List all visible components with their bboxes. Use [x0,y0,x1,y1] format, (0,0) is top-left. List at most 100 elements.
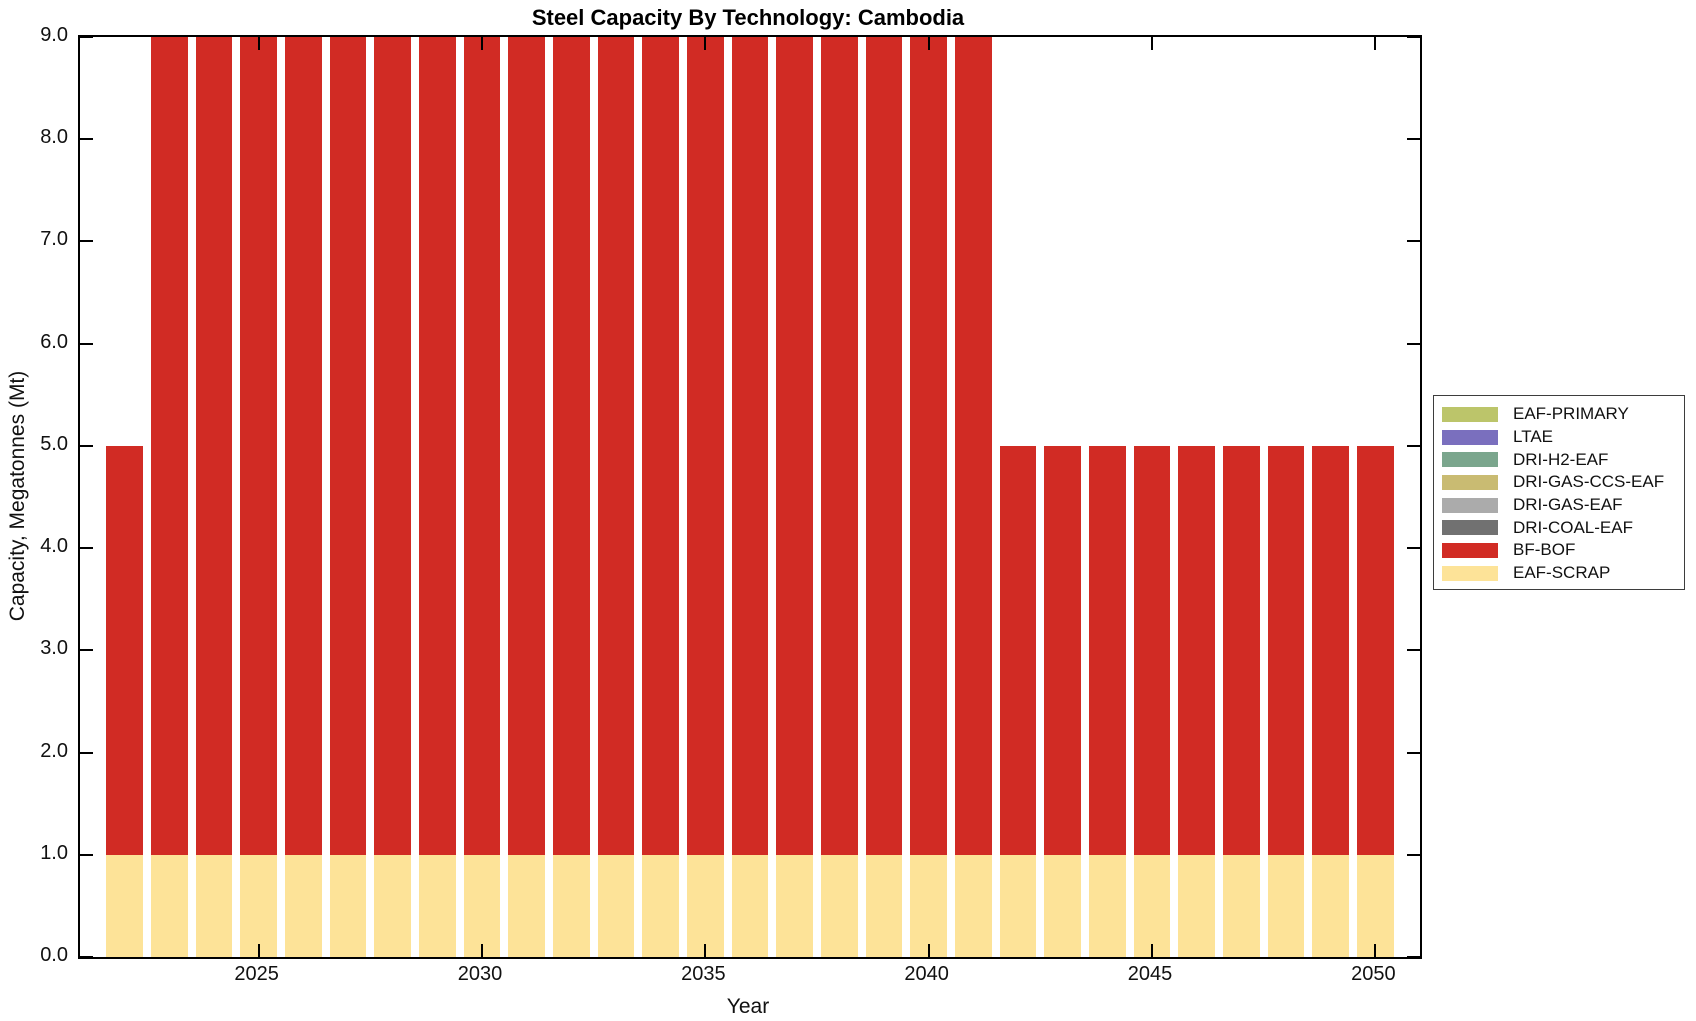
legend-swatch-icon [1442,542,1498,558]
bar-segment-eaf-scrap-2049 [1312,854,1349,957]
bar-segment-bf-bof-2038 [821,37,858,855]
bar-segment-eaf-scrap-2050 [1357,854,1394,957]
x-tick-label: 2025 [234,963,279,985]
legend-swatch-icon [1442,565,1498,581]
y-axis-label: Capacity, Megatonnes (Mt) [6,370,29,622]
y-tick-label: 4.0 [40,535,68,558]
legend-item-dri-coal-eaf: DRI-COAL-EAF [1442,516,1684,539]
y-tick-right [1407,956,1420,958]
x-tick-top [704,37,707,50]
bar-segment-bf-bof-2029 [419,37,456,855]
x-tick-label: 2035 [681,963,726,985]
bar-segment-bf-bof-2024 [195,37,233,855]
legend-label: LTAE [1513,427,1553,447]
y-tick-label: 3.0 [40,637,68,660]
bar-segment-eaf-scrap-2045 [1133,854,1171,957]
bar-segment-bf-bof-2040 [910,37,947,855]
y-tick-right [1407,240,1420,243]
x-axis-label: Year [726,995,770,1018]
y-tick-label: 1.0 [40,841,68,864]
legend-swatch-icon [1442,520,1498,536]
bar-segment-eaf-scrap-2033 [597,854,635,957]
bar-segment-eaf-scrap-2048 [1267,854,1305,957]
y-tick-right [1407,444,1420,447]
bar-segment-bf-bof-2043 [1044,445,1081,855]
bar-segment-eaf-scrap-2037 [776,854,813,957]
bar-segment-bf-bof-2034 [642,37,679,855]
x-tick-top [257,37,260,50]
bar-segment-eaf-scrap-2034 [642,854,679,957]
bar-segment-bf-bof-2049 [1312,445,1349,855]
bar-segment-bf-bof-2030 [463,37,501,855]
legend-label: BF-BOF [1513,540,1576,560]
legend-swatch-icon [1442,452,1498,468]
bar-segment-bf-bof-2046 [1178,445,1215,855]
x-tick-label: 2040 [904,963,949,985]
y-tick [80,956,93,958]
bar-segment-bf-bof-2027 [329,37,367,855]
y-tick [80,547,93,550]
y-tick-label: 0.0 [40,944,68,966]
plot-area [78,35,1422,959]
bar-segment-eaf-scrap-2026 [285,854,322,957]
x-tick-top [481,37,483,50]
y-tick-right [1407,649,1420,652]
x-tick-label: 2050 [1351,963,1396,985]
y-tick-right [1407,751,1420,754]
x-tick-label: 2030 [457,963,503,985]
bar-segment-bf-bof-2023 [151,37,188,855]
bar-segment-bf-bof-2044 [1089,445,1126,855]
y-tick [80,36,93,38]
bar-segment-bf-bof-2037 [776,37,813,855]
y-tick-right [1407,342,1420,345]
bar-segment-eaf-scrap-2022 [106,854,143,957]
legend-swatch-icon [1442,406,1498,422]
x-tick [1151,944,1153,957]
y-tick [80,138,93,141]
bar-segment-bf-bof-2022 [106,445,143,855]
y-tick-label: 6.0 [40,330,68,353]
legend-item-eaf-scrap: EAF-SCRAP [1442,562,1684,585]
bar-segment-eaf-scrap-2028 [374,854,411,957]
legend-item-dri-h2-eaf: DRI-H2-EAF [1442,448,1684,471]
bar-segment-bf-bof-2028 [374,37,411,855]
legend-label: EAF-PRIMARY [1513,404,1629,424]
x-tick [927,944,930,957]
bar-segment-bf-bof-2025 [240,37,277,855]
y-tick [80,853,93,856]
bar-segment-bf-bof-2048 [1267,445,1305,855]
bar-segment-eaf-scrap-2038 [821,854,858,957]
chart-title: Steel Capacity By Technology: Cambodia [531,5,965,30]
bar-segment-eaf-scrap-2029 [419,854,456,957]
bar-segment-eaf-scrap-2025 [240,854,277,957]
y-tick-right [1407,138,1420,141]
bar-segment-eaf-scrap-2031 [508,854,545,957]
bar-segment-bf-bof-2045 [1133,445,1171,855]
y-tick-label: 7.0 [40,228,68,251]
x-tick-top [1151,37,1153,50]
x-tick [257,944,260,957]
y-tick-label: 9.0 [40,24,68,46]
legend-item-ltae: LTAE [1442,426,1684,449]
x-tick [1374,944,1377,957]
legend-item-bf-bof: BF-BOF [1442,539,1684,562]
bar-segment-bf-bof-2042 [999,445,1037,855]
legend: EAF-PRIMARY LTAE DRI-H2-EAF DRI-GAS-CCS-EAF… [1433,395,1685,590]
bar-segment-eaf-scrap-2039 [865,854,903,957]
x-tick-top [1374,37,1377,50]
bar-segment-bf-bof-2032 [553,37,590,855]
bar-segment-eaf-scrap-2046 [1178,854,1215,957]
y-tick-right [1407,547,1420,550]
legend-swatch-icon [1442,429,1498,445]
bar-segment-eaf-scrap-2035 [687,854,724,957]
bar-segment-eaf-scrap-2030 [463,854,501,957]
y-tick-label: 8.0 [40,126,68,149]
y-tick [80,649,93,652]
y-tick-label: 5.0 [40,432,68,455]
x-tick-top [927,37,930,50]
legend-label: DRI-H2-EAF [1513,449,1609,469]
x-tick [481,944,483,957]
bar-segment-eaf-scrap-2041 [955,854,992,957]
bar-segment-bf-bof-2041 [955,37,992,855]
